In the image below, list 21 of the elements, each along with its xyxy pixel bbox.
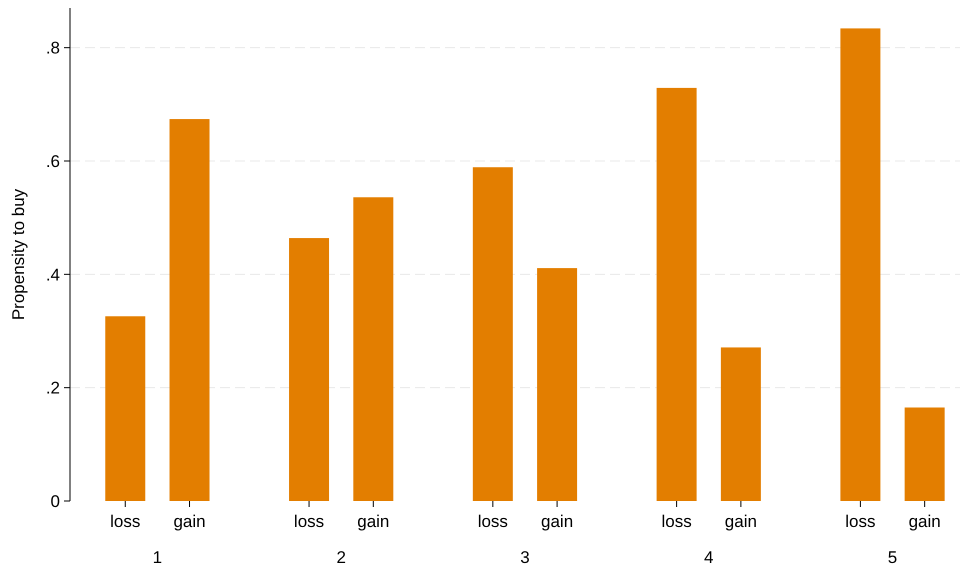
text: 2 — [336, 548, 346, 567]
x-tick-label: loss — [294, 512, 324, 531]
y-tick-label: .6 — [46, 152, 60, 171]
text: 3 — [520, 548, 530, 567]
x-tick-label: loss — [845, 512, 876, 531]
text: 4 — [704, 548, 714, 567]
y-tick-label: .4 — [46, 265, 60, 284]
x-tick-label: gain — [541, 512, 574, 531]
x-tick-label: gain — [724, 512, 757, 531]
x-tick-label: gain — [173, 512, 206, 531]
text: 1 — [152, 548, 162, 567]
x-tick-label: gain — [908, 512, 941, 531]
x-tick-label: loss — [110, 512, 140, 531]
x-tick-label: loss — [478, 512, 508, 531]
y-tick-label: 0 — [50, 492, 60, 511]
x-tick-label: gain — [357, 512, 390, 531]
y-axis-title: Propensity to buy — [9, 188, 28, 320]
x-tick-label: loss — [661, 512, 692, 531]
y-tick-label: .8 — [46, 38, 60, 58]
text: 5 — [888, 548, 898, 567]
y-tick-label: .2 — [46, 378, 60, 398]
